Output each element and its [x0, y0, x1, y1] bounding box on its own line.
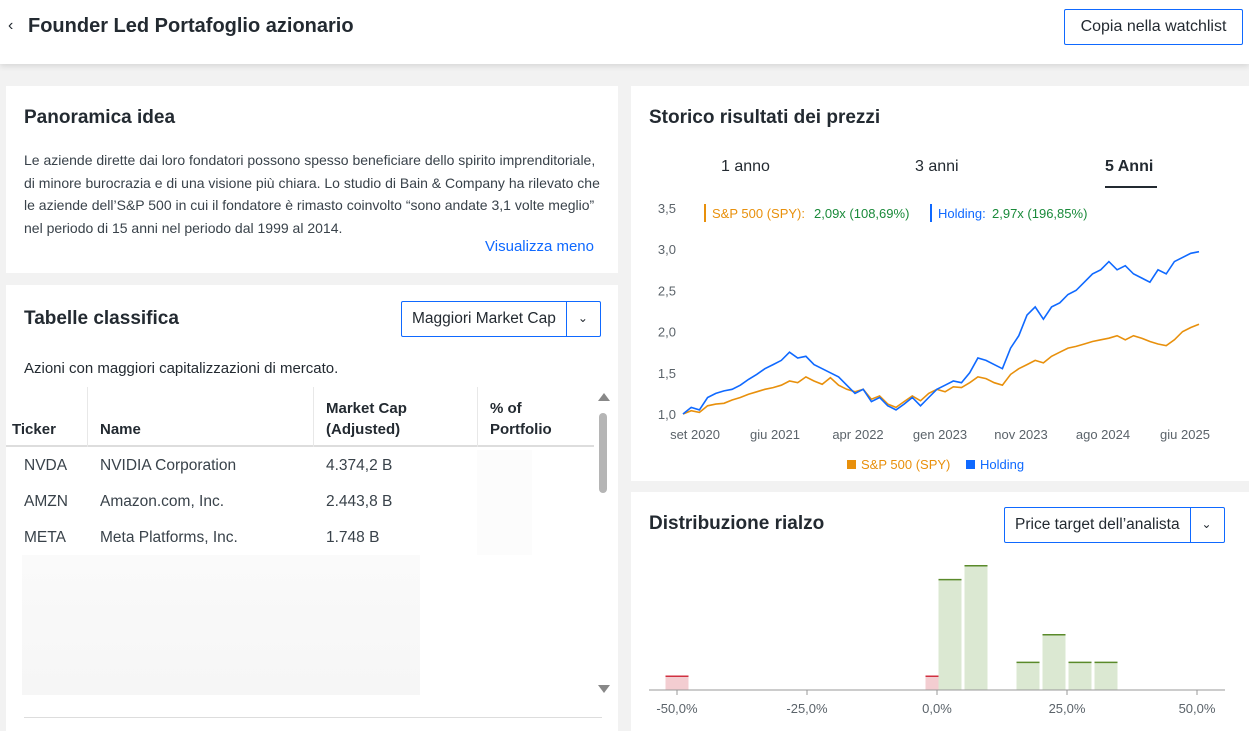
name-cell: Meta Platforms, Inc. — [100, 529, 238, 546]
y-tick-label: 2,0 — [658, 325, 676, 340]
tab-5-years[interactable]: 5 Anni — [1105, 158, 1154, 175]
distribution-bar — [665, 676, 689, 690]
legend-marker-spy-top — [704, 204, 706, 222]
x-tick-label: apr 2022 — [832, 427, 883, 442]
legend-marker-holding — [966, 460, 975, 469]
table-scrollbar[interactable] — [598, 393, 610, 695]
y-tick-label: 1,0 — [658, 407, 676, 422]
series-line-holding — [682, 250, 1200, 415]
table-row[interactable]: NVDA NVIDIA Corporation 4.374,2 B — [6, 448, 594, 484]
x-tick-label: 25,0% — [1049, 701, 1086, 716]
y-tick-label: 1,5 — [658, 366, 676, 381]
distribution-bar — [1094, 662, 1118, 690]
legend-marker-holding-top — [930, 204, 932, 222]
market-cap-cell: 4.374,2 B — [326, 457, 393, 474]
chevron-left-icon[interactable]: ‹ — [8, 17, 14, 34]
distribution-source-dropdown[interactable]: Price target dell’analista ⌄ — [1004, 507, 1225, 543]
table-header: Ticker Name Market Cap (Adjusted) % of P… — [6, 387, 594, 447]
column-header-ticker[interactable]: Ticker — [12, 421, 56, 438]
ticker-cell: META — [24, 529, 66, 546]
legend-spy-label: S&P 500 (SPY): — [712, 206, 805, 221]
tab-1-year[interactable]: 1 anno — [721, 158, 770, 175]
scrollbar-thumb[interactable] — [599, 413, 607, 493]
loading-placeholder — [22, 555, 420, 695]
portfolio-pct-placeholder — [477, 450, 532, 555]
show-less-link[interactable]: Visualizza meno — [485, 238, 594, 255]
divider — [24, 717, 602, 718]
tab-3-years[interactable]: 3 anni — [915, 158, 959, 175]
leaderboard-subtitle: Azioni con maggiori capitalizzazioni di … — [24, 360, 339, 377]
distribution-source-value: Price target dell’analista — [1005, 508, 1191, 542]
series-line-spy — [682, 323, 1200, 415]
ticker-cell: AMZN — [24, 493, 68, 510]
name-cell: NVIDIA Corporation — [100, 457, 237, 474]
legend-spy-value: 2,09x (108,69%) — [814, 206, 909, 221]
performance-panel: Storico risultati dei prezzi 1 anno 3 an… — [631, 86, 1249, 481]
distribution-title: Distribuzione rialzo — [649, 513, 825, 534]
period-tabs: 1 anno 3 anni 5 Anni — [631, 156, 1249, 192]
copy-to-watchlist-button[interactable]: Copia nella watchlist — [1064, 9, 1243, 45]
x-tick-label: -25,0% — [786, 701, 828, 716]
leaderboard-sort-value: Maggiori Market Cap — [402, 302, 567, 336]
column-divider — [313, 387, 314, 447]
leaderboard-title: Tabelle classifica — [24, 308, 179, 329]
table-row[interactable]: META Meta Platforms, Inc. 1.748 B — [6, 520, 594, 556]
column-header-portfolio-pct[interactable]: % of Portfolio — [490, 400, 552, 438]
distribution-panel: Distribuzione rialzo Price target dell’a… — [631, 492, 1249, 731]
chevron-down-icon[interactable]: ⌄ — [577, 311, 588, 325]
y-tick-label: 2,5 — [658, 283, 676, 298]
y-tick-label: 3,5 — [658, 201, 676, 216]
performance-line-chart: 1,0 1,5 2,0 2,5 3,0 3,5 set 2020 giu 2021 apr 2… — [658, 201, 1210, 472]
legend-marker-spy — [847, 460, 856, 469]
performance-title: Storico risultati dei prezzi — [649, 107, 881, 128]
distribution-bar — [1068, 662, 1092, 690]
x-tick-label: 0,0% — [922, 701, 952, 716]
legend-holding-bottom: Holding — [980, 457, 1024, 472]
x-tick-label: -50,0% — [656, 701, 698, 716]
legend-holding-label: Holding: — [938, 206, 986, 221]
column-divider — [477, 387, 478, 447]
name-cell: Amazon.com, Inc. — [100, 493, 225, 510]
x-tick-label: ago 2024 — [1076, 427, 1130, 442]
column-header-name[interactable]: Name — [100, 421, 141, 438]
x-tick-label: 50,0% — [1179, 701, 1216, 716]
leaderboard-sort-dropdown[interactable]: Maggiori Market Cap ⌄ — [401, 301, 601, 337]
distribution-bar — [964, 565, 988, 690]
x-tick-label: set 2020 — [670, 427, 720, 442]
scroll-up-arrow-icon[interactable] — [598, 393, 610, 401]
top-bar: ‹ Founder Led Portafoglio azionario Copi… — [0, 0, 1249, 64]
ticker-cell: NVDA — [24, 457, 68, 474]
upside-distribution-chart: -50,0% -25,0% 0,0% 25,0% 50,0% — [649, 565, 1225, 716]
distribution-bar — [1042, 634, 1066, 690]
distribution-bar — [1016, 662, 1040, 690]
distribution-bar — [938, 579, 962, 690]
leaderboard-panel: Tabelle classifica Maggiori Market Cap ⌄… — [6, 285, 618, 731]
market-cap-cell: 2.443,8 B — [326, 493, 393, 510]
y-tick-label: 3,0 — [658, 242, 676, 257]
table-row[interactable]: AMZN Amazon.com, Inc. 2.443,8 B — [6, 484, 594, 520]
page-title: Founder Led Portafoglio azionario — [28, 15, 354, 37]
legend-spy-bottom: S&P 500 (SPY) — [861, 457, 950, 472]
chevron-down-icon[interactable]: ⌄ — [1201, 517, 1212, 531]
x-tick-label: giu 2025 — [1160, 427, 1210, 442]
scroll-down-arrow-icon[interactable] — [598, 685, 610, 693]
column-header-market-cap[interactable]: Market Cap (Adjusted) — [326, 400, 407, 438]
x-tick-label: gen 2023 — [913, 427, 967, 442]
column-divider — [87, 387, 88, 447]
market-cap-cell: 1.748 B — [326, 529, 380, 546]
overview-title: Panoramica idea — [24, 107, 176, 128]
x-tick-label: giu 2021 — [750, 427, 800, 442]
overview-panel: Panoramica idea Le aziende dirette dai l… — [6, 86, 618, 273]
legend-holding-value: 2,97x (196,85%) — [992, 206, 1087, 221]
overview-text: Le aziende dirette dai loro fondatori po… — [24, 152, 600, 236]
active-tab-indicator — [1105, 186, 1157, 188]
x-tick-label: nov 2023 — [994, 427, 1048, 442]
